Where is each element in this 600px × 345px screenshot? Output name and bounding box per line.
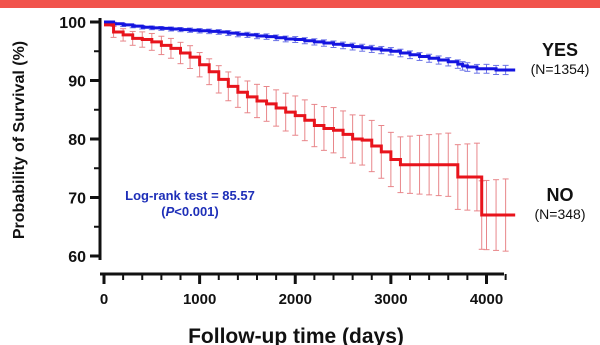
p-value-rest: <0.001) <box>174 204 218 219</box>
x-tick-label: 0 <box>100 291 108 308</box>
yes-survival-line <box>104 20 516 72</box>
y-tick-label: 100 <box>59 15 86 32</box>
p-value-annotation: (P<0.001) <box>161 204 218 219</box>
x-tick-label: 4000 <box>470 291 503 308</box>
x-tick-label: 1000 <box>183 291 216 308</box>
y-tick-label: 80 <box>68 132 86 149</box>
series-count-label: (N=348) <box>535 206 586 222</box>
p-value-open-paren: ( <box>161 204 166 219</box>
x-axis-label: Follow-up time (days) <box>188 325 404 345</box>
header-accent-bar <box>0 0 600 8</box>
logrank-annotation: Log-rank test = 85.57 <box>125 188 255 203</box>
y-axis-label: Probability of Survival (%) <box>11 41 28 239</box>
x-tick-label: 2000 <box>279 291 312 308</box>
p-value-italic-p: P <box>166 204 175 219</box>
y-tick-label: 90 <box>68 74 86 91</box>
x-tick-label: 3000 <box>374 291 407 308</box>
series-labels: YES(N=1354) NO(N=348) <box>531 40 590 222</box>
no-survival-line <box>104 23 516 217</box>
y-tick-label: 60 <box>68 249 86 266</box>
y-tick-label: 70 <box>68 191 86 208</box>
series-name-label: NO <box>547 185 574 205</box>
series-name-label: YES <box>542 40 578 60</box>
series-count-label: (N=1354) <box>531 61 590 77</box>
series-lines <box>104 20 516 217</box>
